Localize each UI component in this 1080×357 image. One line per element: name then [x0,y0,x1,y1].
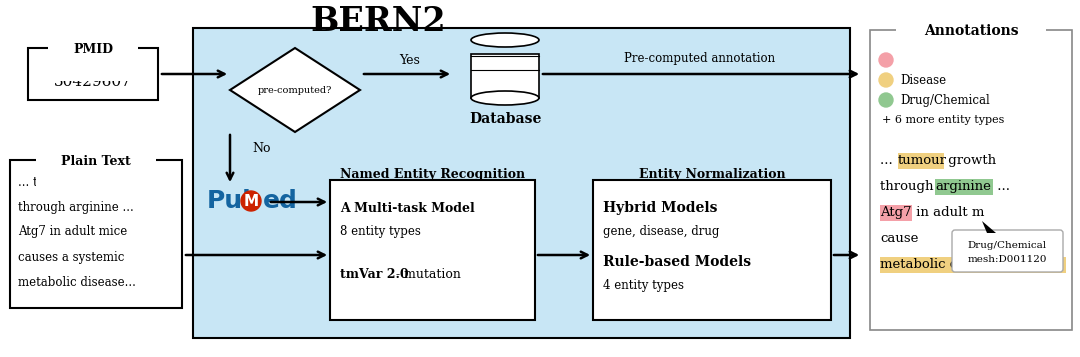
Text: ... tumour growth: ... tumour growth [18,176,123,188]
FancyBboxPatch shape [897,153,944,169]
FancyBboxPatch shape [10,160,183,308]
Text: growth: growth [944,154,996,166]
Text: Entity Normalization: Entity Normalization [638,167,785,181]
Text: metabolic disease...: metabolic disease... [880,257,1012,271]
Text: Database: Database [469,112,541,126]
Text: Plain Text: Plain Text [62,155,131,167]
Text: A Multi-task Model: A Multi-task Model [340,201,475,215]
Text: metabolic disease...: metabolic disease... [18,276,136,288]
Text: 4 entity types: 4 entity types [603,278,684,292]
Text: gene, disease, drug: gene, disease, drug [603,226,719,238]
Text: 30429607: 30429607 [54,75,132,89]
FancyBboxPatch shape [951,230,1063,272]
Text: Named Entity Recognition: Named Entity Recognition [340,167,525,181]
Text: tmVar 2.0: tmVar 2.0 [340,268,408,282]
Text: No: No [253,141,271,155]
Text: Annotations: Annotations [923,24,1018,38]
Polygon shape [982,221,996,233]
FancyBboxPatch shape [935,179,993,195]
Circle shape [879,53,893,67]
Text: ...: ... [993,180,1010,192]
Text: Rule-based Models: Rule-based Models [603,255,751,269]
Ellipse shape [471,33,539,47]
Text: Pub: Pub [207,189,261,213]
FancyBboxPatch shape [880,205,912,221]
Text: Input: Input [65,18,116,35]
Text: in adult m: in adult m [912,206,984,218]
Text: causes a systemic: causes a systemic [18,251,124,263]
Text: ...: ... [880,154,897,166]
Text: through arginine ...: through arginine ... [18,201,134,213]
Text: Pre-computed annotation: Pre-computed annotation [624,51,775,65]
Text: through: through [880,180,937,192]
Text: cause: cause [880,231,918,245]
FancyBboxPatch shape [870,30,1072,330]
Text: arginine: arginine [935,180,990,192]
Text: Atg7: Atg7 [880,206,912,218]
Text: Atg7 in adult mice: Atg7 in adult mice [18,226,127,238]
FancyBboxPatch shape [471,54,539,98]
Text: Drug/Chemical: Drug/Chemical [968,241,1048,250]
Text: Gene/Protein: Gene/Protein [900,54,978,66]
Text: Drug/Chemical: Drug/Chemical [900,94,989,106]
Text: Yes: Yes [400,54,420,66]
FancyBboxPatch shape [593,180,831,320]
Text: tumour: tumour [897,154,947,166]
Text: Hybrid Models: Hybrid Models [603,201,717,215]
Text: pre-computed?: pre-computed? [258,85,333,95]
FancyBboxPatch shape [193,28,850,338]
Text: BERN2: BERN2 [310,5,446,38]
Text: Output: Output [927,18,993,35]
Text: PMID: PMID [73,42,113,55]
Text: mesh:D001120: mesh:D001120 [968,255,1048,263]
Circle shape [241,191,261,211]
Text: Disease: Disease [900,74,946,86]
Polygon shape [230,48,360,132]
Circle shape [879,93,893,107]
FancyBboxPatch shape [28,48,158,100]
Text: - mutation: - mutation [392,268,461,282]
Ellipse shape [471,91,539,105]
Circle shape [879,73,893,87]
FancyBboxPatch shape [330,180,535,320]
Text: M: M [243,193,258,208]
Text: ed: ed [264,189,298,213]
Text: + 6 more entity types: + 6 more entity types [882,115,1004,125]
FancyBboxPatch shape [880,257,1066,273]
Text: 8 entity types: 8 entity types [340,226,421,238]
